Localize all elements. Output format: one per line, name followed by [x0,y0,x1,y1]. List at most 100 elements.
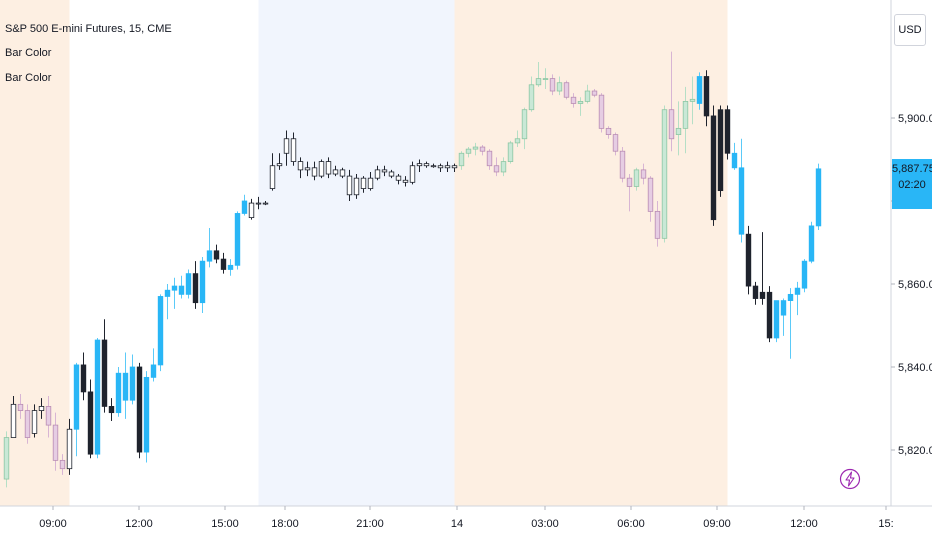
candle-body [752,285,759,299]
candle-body [563,82,570,98]
candle-body [773,300,780,339]
time-tick-label: 15: [878,518,893,530]
candle-body [10,403,17,438]
candle-body [129,366,136,401]
candle-body [577,101,584,104]
candle-body [815,168,822,227]
candle-body [395,175,402,181]
candle-body [45,406,52,426]
candle-body [682,101,689,129]
time-tick-label: 15:00 [211,518,239,530]
candle-body [626,177,633,187]
candle-body [150,364,157,378]
candle-body [668,109,675,140]
indicator-legend-1[interactable]: Bar Color [5,47,52,59]
candle-body [654,210,661,239]
candle-body [213,250,220,260]
candle-body [570,96,577,104]
candle-body [38,406,45,411]
candle-body [59,459,66,470]
candle-body [269,165,276,189]
candle-body [339,169,346,177]
candle-body [248,202,255,218]
time-tick-label: 03:00 [531,518,559,530]
candle-body [738,167,745,235]
candle-body [794,287,801,295]
candle-body [24,410,31,438]
candle-body [437,165,444,169]
price-tick-label: 5,840.00 [898,362,932,374]
candle-body [17,403,24,411]
candle-body [710,115,717,221]
candle-body [556,82,563,92]
candle-body [283,138,290,154]
session-band-asia [454,0,728,506]
candle-body [612,134,619,152]
candle-body [661,109,668,239]
time-tick-label: 09:00 [39,518,67,530]
candle-body [479,146,486,152]
candle-body [402,179,409,183]
candle-body [640,169,647,179]
candle-body [808,225,815,262]
lightning-bolt-icon[interactable] [839,468,861,490]
indicator-legend-2[interactable]: Bar Color [5,72,52,84]
candle-body [633,169,640,187]
time-tick-label: 12:00 [125,518,153,530]
candle-body [87,391,94,455]
candle-body [605,127,612,135]
candle-body [780,300,787,316]
candle-body [535,78,542,86]
time-tick-label: 06:00 [617,518,645,530]
candle-body [178,285,185,295]
candle-body [304,167,311,171]
candle-body [528,84,535,111]
candle-body [262,202,269,205]
candle-body [458,152,465,167]
time-tick-label: 12:00 [790,518,818,530]
candle-body [367,177,374,189]
session-band-overnight [258,0,455,506]
candle-body [787,293,794,301]
candle-body [122,372,129,401]
candle-body [521,109,528,140]
candle-body [297,161,304,171]
chart-title: S&P 500 E-mini Futures, 15, CME [5,23,172,35]
time-tick-label: 09:00 [703,518,731,530]
bar-countdown: 02:20 [898,179,926,191]
candle-body [388,171,395,177]
candle-body [542,78,549,80]
candle-body [353,177,360,196]
candle-body [465,148,472,154]
candle-body [724,109,731,154]
session-bands [0,0,728,506]
candle-body [31,410,38,434]
candle-body [80,364,87,393]
time-tick-label: 18:00 [271,518,299,530]
candle-body [136,366,143,453]
candle-body [689,98,696,102]
candle-body [472,146,479,150]
currency-button[interactable]: USD [894,14,926,46]
candle-body [696,76,703,104]
time-axis-ticks: 09:00 12:00 15:00 18:00 21:00 14 03:00 06:00 09:… [39,506,894,530]
time-tick-label: 21:00 [356,518,384,530]
candle-body [549,78,556,92]
candle-body [276,163,283,167]
candle-body [584,90,591,102]
price-tick-label: 5,820.00 [898,445,932,457]
candle-body [619,150,626,179]
candle-body [255,202,262,205]
candle-body [416,163,423,167]
time-tick-label: 14 [451,518,463,530]
candle-body [325,161,332,175]
candle-body [346,175,353,196]
candle-body [486,150,493,167]
candle-body [507,142,514,162]
candle-body [115,372,122,414]
candle-body [52,424,59,461]
candle-body [66,428,73,470]
candle-body [234,213,241,266]
candle-body [500,161,507,173]
